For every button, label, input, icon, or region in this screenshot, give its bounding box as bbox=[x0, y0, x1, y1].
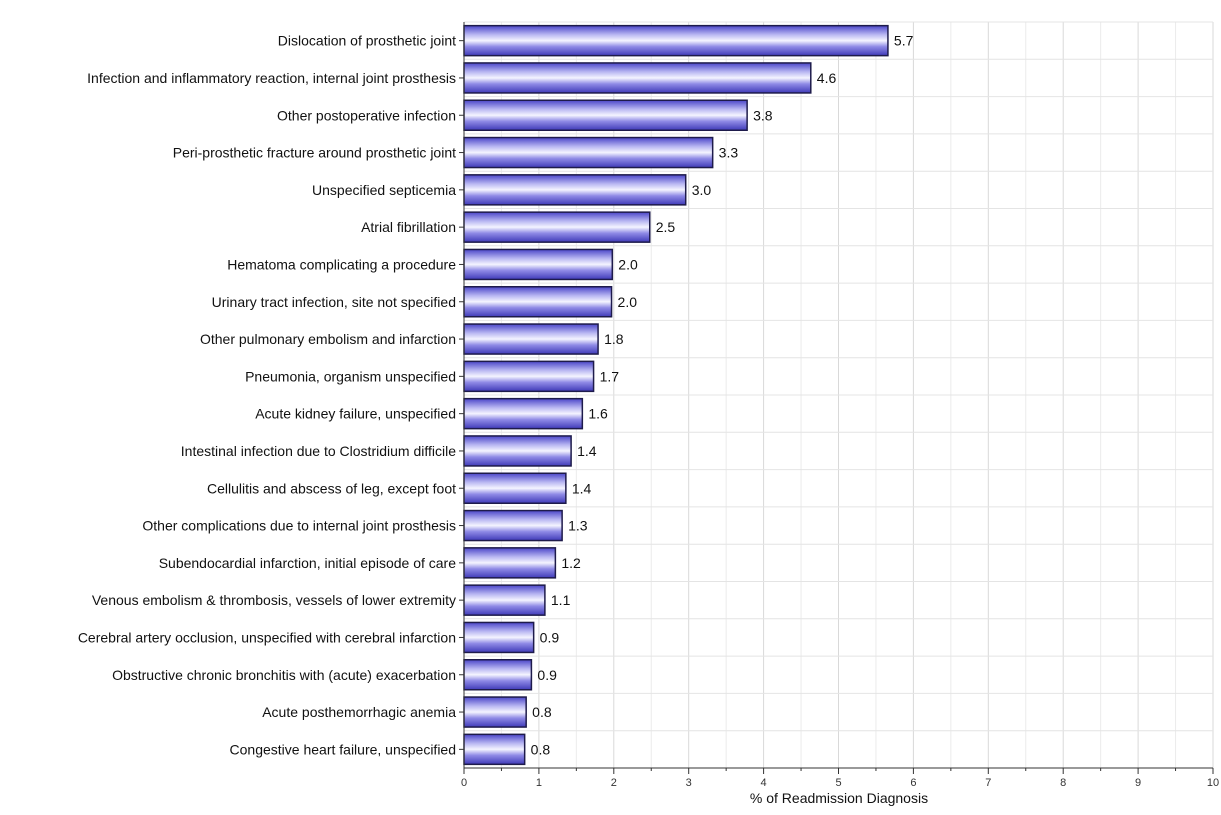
category-label: Venous embolism & thrombosis, vessels of… bbox=[92, 592, 456, 608]
data-label: 1.4 bbox=[577, 443, 597, 459]
bar bbox=[463, 286, 613, 318]
category-label: Other pulmonary embolism and infarction bbox=[200, 331, 456, 347]
x-tick-label: 10 bbox=[1207, 777, 1219, 789]
x-tick-label: 5 bbox=[835, 777, 841, 789]
data-label: 5.7 bbox=[894, 33, 914, 49]
bar bbox=[463, 547, 557, 579]
data-label: 2.5 bbox=[656, 219, 676, 235]
category-label: Subendocardial infarction, initial episo… bbox=[159, 555, 457, 571]
axes bbox=[459, 22, 1214, 774]
category-label: Hematoma complicating a procedure bbox=[227, 256, 456, 272]
data-label: 0.8 bbox=[531, 741, 551, 757]
data-label: 3.0 bbox=[692, 182, 712, 198]
category-label: Cellulitis and abscess of leg, except fo… bbox=[207, 480, 456, 496]
labels: Dislocation of prosthetic joint 5.7 Infect… bbox=[78, 33, 1219, 789]
data-label: 2.0 bbox=[618, 256, 638, 272]
category-label: Atrial fibrillation bbox=[361, 219, 456, 235]
bar bbox=[463, 24, 889, 57]
data-label: 1.2 bbox=[561, 555, 581, 571]
bar bbox=[463, 248, 614, 281]
bar bbox=[463, 62, 812, 94]
category-label: Peri-prosthetic fracture around prosthet… bbox=[173, 145, 456, 161]
data-label: 0.9 bbox=[540, 629, 560, 645]
bar bbox=[463, 696, 527, 728]
data-label: 2.0 bbox=[618, 294, 638, 310]
category-label: Unspecified septicemia bbox=[312, 182, 456, 198]
x-tick-label: 9 bbox=[1135, 777, 1141, 789]
x-tick-label: 3 bbox=[686, 777, 692, 789]
bar bbox=[463, 509, 563, 542]
data-label: 1.7 bbox=[600, 368, 620, 384]
x-tick-label: 6 bbox=[910, 777, 916, 789]
data-label: 3.8 bbox=[753, 107, 773, 123]
bar bbox=[463, 584, 546, 616]
category-label: Other complications due to internal join… bbox=[142, 518, 456, 534]
grid-lines bbox=[463, 21, 1214, 769]
category-label: Pneumonia, organism unspecified bbox=[245, 368, 456, 384]
data-label: 0.8 bbox=[532, 704, 552, 720]
category-label: Urinary tract infection, site not specif… bbox=[212, 294, 456, 310]
bar bbox=[463, 397, 584, 430]
bar bbox=[463, 211, 651, 243]
data-label: 3.3 bbox=[719, 145, 739, 161]
x-tick-label: 2 bbox=[611, 777, 617, 789]
bar bbox=[463, 733, 526, 766]
x-tick-label: 4 bbox=[761, 777, 767, 789]
category-label: Acute kidney failure, unspecified bbox=[255, 406, 456, 422]
bar bbox=[463, 136, 714, 169]
bar bbox=[463, 323, 599, 355]
data-label: 1.1 bbox=[551, 592, 571, 608]
data-label: 0.9 bbox=[537, 667, 557, 683]
x-tick-label: 8 bbox=[1060, 777, 1066, 789]
category-label: Intestinal infection due to Clostridium … bbox=[181, 443, 456, 459]
bar bbox=[463, 174, 687, 206]
x-axis-title: % of Readmission Diagnosis bbox=[750, 790, 928, 806]
bar bbox=[463, 472, 567, 504]
category-label: Other postoperative infection bbox=[277, 107, 456, 123]
data-label: 1.4 bbox=[572, 480, 592, 496]
category-label: Obstructive chronic bronchitis with (acu… bbox=[112, 667, 456, 683]
data-label: 1.8 bbox=[604, 331, 624, 347]
x-tick-label: 0 bbox=[461, 777, 467, 789]
bar bbox=[463, 360, 595, 393]
bar bbox=[463, 659, 533, 691]
x-tick-label: 1 bbox=[536, 777, 542, 789]
category-label: Cerebral artery occlusion, unspecified w… bbox=[78, 629, 456, 645]
x-tick-label: 7 bbox=[985, 777, 991, 789]
category-label: Acute posthemorrhagic anemia bbox=[262, 704, 456, 720]
bar bbox=[463, 621, 535, 654]
category-label: Congestive heart failure, unspecified bbox=[230, 741, 456, 757]
bar bbox=[463, 99, 748, 131]
data-label: 1.6 bbox=[588, 406, 608, 422]
data-label: 4.6 bbox=[817, 70, 837, 86]
category-label: Infection and inflammatory reaction, int… bbox=[87, 70, 456, 86]
data-label: 1.3 bbox=[568, 518, 588, 534]
category-label: Dislocation of prosthetic joint bbox=[278, 33, 456, 49]
bars bbox=[463, 24, 889, 766]
bar bbox=[463, 435, 572, 467]
